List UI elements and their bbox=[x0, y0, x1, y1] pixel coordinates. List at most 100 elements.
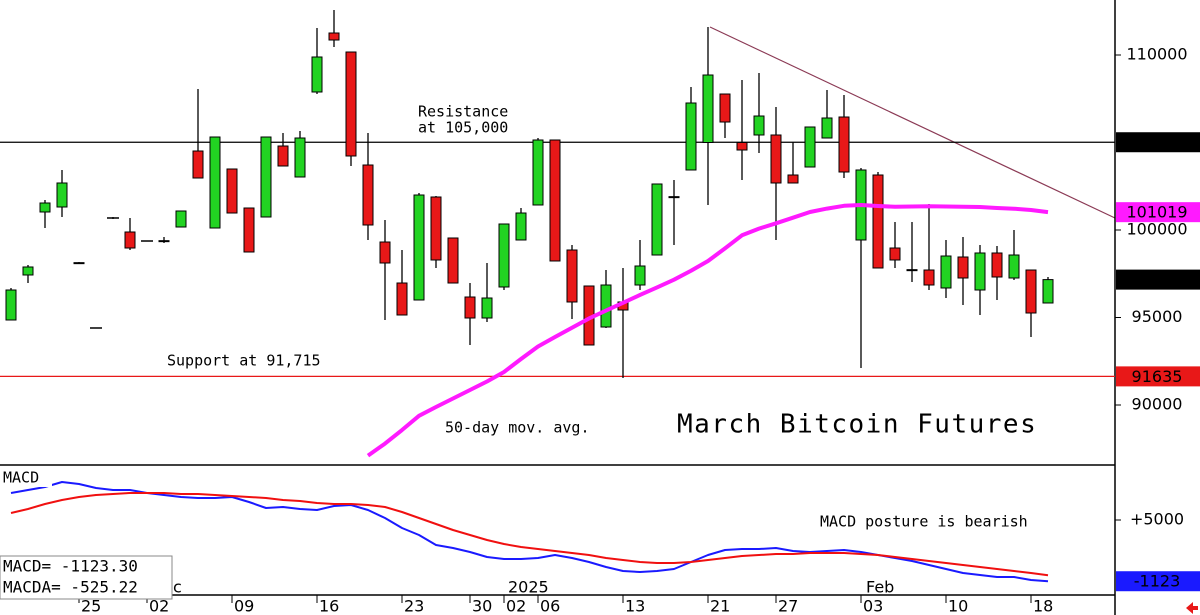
candle-body bbox=[243, 207, 255, 253]
chart-title: March Bitcoin Futures bbox=[677, 410, 1037, 440]
price-panel bbox=[0, 10, 1115, 458]
candle-body bbox=[600, 284, 612, 328]
candle-body bbox=[209, 136, 221, 229]
x-tick-label: 02 bbox=[506, 597, 526, 615]
value-label: 97165 bbox=[1132, 270, 1183, 289]
candle-body bbox=[787, 174, 799, 184]
candle-body bbox=[56, 182, 68, 208]
candle-body bbox=[396, 282, 408, 316]
panel-title: MACD bbox=[3, 469, 39, 487]
value-label: 105015 bbox=[1126, 133, 1187, 152]
candle-body bbox=[974, 252, 986, 291]
x-tick-label: 27 bbox=[778, 597, 798, 615]
value-box bbox=[1116, 132, 1200, 153]
candle-body bbox=[770, 134, 782, 184]
candle-body bbox=[838, 116, 850, 173]
x-tick-label: 13 bbox=[625, 597, 645, 615]
candle-body bbox=[260, 136, 272, 218]
candle-body bbox=[872, 174, 884, 269]
nav-arrow[interactable] bbox=[1186, 602, 1198, 614]
value-label: 91635 bbox=[1132, 367, 1183, 386]
candle-body bbox=[413, 194, 425, 301]
candle-body bbox=[22, 266, 34, 276]
x-tick-label: 18 bbox=[1033, 597, 1053, 615]
candle-body bbox=[430, 196, 442, 261]
candle-body bbox=[719, 93, 731, 123]
candle-body bbox=[1042, 279, 1054, 304]
y-tick-label: 95000 bbox=[1132, 307, 1183, 326]
x-tick-label: 03 bbox=[863, 597, 883, 615]
candle-body bbox=[328, 32, 340, 41]
x-group-label: 2025 bbox=[508, 578, 549, 597]
candle-body bbox=[481, 297, 493, 319]
candle-body bbox=[362, 164, 374, 226]
x-tick-label: 06 bbox=[540, 597, 560, 615]
x-tick-label: 16 bbox=[319, 597, 339, 615]
annotation: 50-day mov. avg. bbox=[445, 419, 590, 437]
x-tick-label: 21 bbox=[710, 597, 730, 615]
candle-body bbox=[447, 237, 459, 284]
candle-body bbox=[532, 139, 544, 206]
candle-body bbox=[906, 269, 918, 272]
value-label: 101019 bbox=[1126, 203, 1187, 222]
x-tick-label: 10 bbox=[948, 597, 968, 615]
macd-panel bbox=[10, 481, 1049, 583]
candle-body bbox=[39, 202, 51, 213]
value-label: -1123 bbox=[1134, 572, 1181, 591]
candle-body bbox=[566, 249, 578, 303]
annotation: Support at 91,715 bbox=[167, 352, 321, 370]
candle-body bbox=[549, 139, 561, 262]
y-tick-label: 100000 bbox=[1126, 219, 1187, 238]
candle-body bbox=[889, 247, 901, 261]
annotation: at 105,000 bbox=[418, 119, 508, 137]
y-tick-label: 110000 bbox=[1126, 45, 1187, 64]
value-box bbox=[1116, 366, 1200, 387]
x-tick-label: 30 bbox=[472, 597, 492, 615]
readout: MACDA= -525.22 bbox=[3, 578, 138, 597]
candle-body bbox=[1025, 269, 1037, 314]
candle-body bbox=[634, 265, 646, 286]
candle-body bbox=[226, 168, 238, 214]
annotation: MACD posture is bearish bbox=[820, 513, 1028, 531]
candle-body bbox=[515, 212, 527, 241]
y-tick-label: +5000 bbox=[1130, 510, 1184, 529]
readout: MACD= -1123.30 bbox=[3, 557, 138, 576]
candle-body bbox=[175, 210, 187, 228]
line-series bbox=[366, 202, 1049, 458]
annotation: Resistance bbox=[418, 103, 508, 121]
y-tick-label: 90000 bbox=[1132, 394, 1183, 413]
candle-body bbox=[702, 74, 714, 143]
panel-title-bg bbox=[0, 469, 52, 487]
candle-body bbox=[736, 141, 748, 151]
value-box bbox=[1116, 202, 1200, 223]
readout-box bbox=[0, 555, 173, 600]
x-group-label: Feb bbox=[866, 578, 894, 597]
candle-body bbox=[804, 126, 816, 168]
candle-body bbox=[379, 241, 391, 264]
candle-body bbox=[685, 102, 697, 171]
x-tick-label: 23 bbox=[404, 597, 424, 615]
candle-body bbox=[923, 269, 935, 286]
candle-body bbox=[957, 256, 969, 279]
candle-body bbox=[192, 150, 204, 179]
line-series bbox=[10, 492, 1049, 577]
candle-body bbox=[124, 231, 136, 249]
candle-body bbox=[498, 223, 510, 288]
candle-body bbox=[1008, 254, 1020, 279]
value-box bbox=[1116, 571, 1200, 592]
candle-body bbox=[464, 296, 476, 319]
candle-body bbox=[991, 252, 1003, 278]
candle-body bbox=[668, 196, 680, 199]
candle-body bbox=[158, 240, 170, 243]
x-group-label: c bbox=[173, 578, 182, 597]
candle-body bbox=[73, 262, 85, 265]
x-tick-label: 02 bbox=[149, 597, 169, 615]
x-tick-label: 09 bbox=[234, 597, 254, 615]
candle-body bbox=[277, 145, 289, 167]
value-box bbox=[1116, 269, 1200, 290]
candle-body bbox=[311, 56, 323, 93]
trend-line bbox=[709, 26, 1116, 219]
overlay: March Bitcoin Futures Resistance at 105,… bbox=[0, 103, 1198, 614]
